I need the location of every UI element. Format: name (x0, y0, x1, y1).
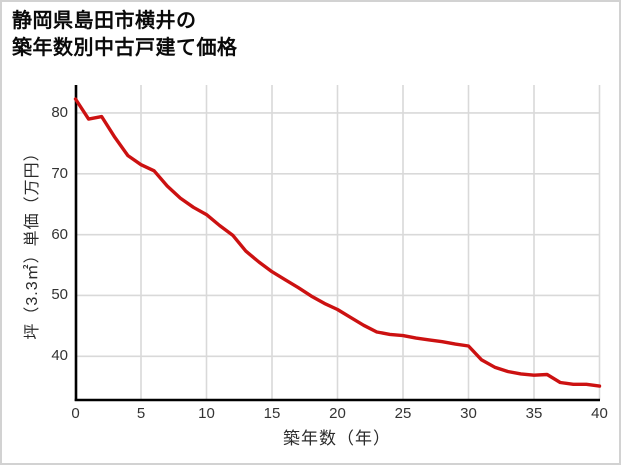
x-axis-title: 築年数（年） (283, 429, 391, 448)
chart-title-line1: 静岡県島田市横井の (12, 10, 197, 32)
y-axis-title: 坪（3.3㎡）単価（万円） (24, 144, 41, 340)
x-tick-label: 5 (136, 405, 146, 422)
x-tick-label: 30 (460, 405, 477, 422)
y-tick-label: 50 (51, 286, 68, 304)
x-tick-label: 40 (591, 405, 608, 422)
x-tick-label: 25 (394, 405, 412, 422)
y-tick-label: 40 (51, 347, 68, 365)
chart-title: 静岡県島田市横井の 築年数別中古戸建て価格 (12, 8, 238, 62)
x-tick-label: 0 (71, 405, 80, 422)
price-line-series (73, 97, 602, 388)
chart-title-line2: 築年数別中古戸建て価格 (12, 37, 238, 59)
y-tick-label: 80 (51, 103, 68, 121)
y-tick-label: 60 (51, 225, 68, 243)
x-tick-label: 20 (329, 405, 346, 422)
x-tick-label: 15 (263, 405, 281, 422)
x-tick-label: 10 (198, 405, 215, 422)
x-tick-label: 35 (525, 405, 543, 422)
y-tick-label: 70 (51, 164, 68, 182)
